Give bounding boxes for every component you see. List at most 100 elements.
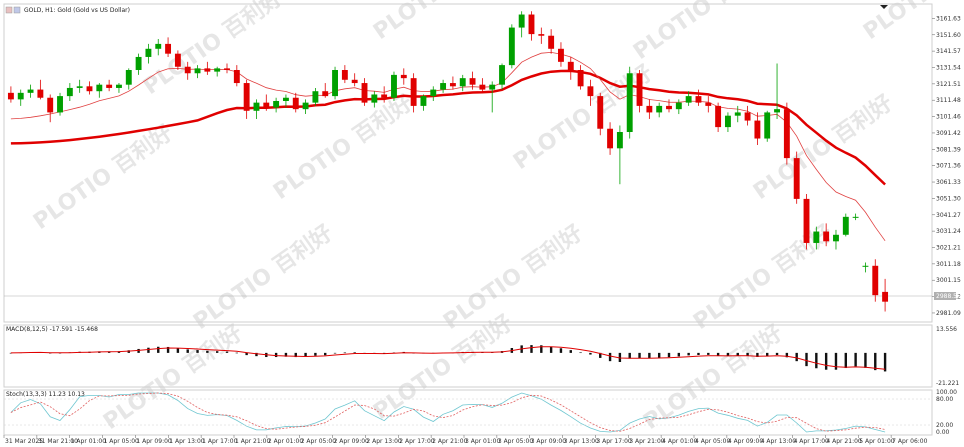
macd-bar	[697, 352, 700, 356]
candle-body	[607, 128, 614, 149]
candle-body	[37, 89, 44, 98]
candle-body	[76, 86, 83, 88]
macd-bar	[844, 352, 847, 369]
candle-body	[882, 291, 889, 302]
time-tick-label: 1 Apr 09:00	[136, 438, 171, 445]
macd-bar	[245, 352, 248, 356]
macd-bar	[874, 352, 877, 371]
macd-panel-frame	[3, 324, 933, 388]
watermark-text: PLOTIO 百利好	[749, 90, 898, 205]
time-tick-label: 31 Mar 2025	[5, 438, 43, 445]
stochastic-lines	[10, 392, 886, 433]
candle-body	[155, 43, 162, 49]
stoch-tick-80: 80.00	[936, 396, 953, 403]
candle-body	[410, 78, 417, 106]
price-tick-label: 3161.63	[936, 15, 961, 22]
candle-body	[783, 109, 790, 159]
candle-body	[705, 102, 712, 106]
chart-shift-marker-icon[interactable]	[880, 5, 888, 9]
macd-bar	[707, 352, 710, 355]
macd-signal-line	[10, 346, 886, 370]
price-tick-label: 2981.09	[936, 310, 961, 317]
time-tick-label: 4 Apr 17:00	[794, 438, 829, 445]
time-tick-label: 3 Apr 13:00	[564, 438, 599, 445]
candle-body	[823, 231, 830, 242]
candle-body	[724, 115, 731, 128]
candle-body	[341, 70, 348, 80]
candle-body	[17, 92, 24, 100]
candle-body	[332, 70, 338, 97]
price-tick-label: 3091.42	[936, 130, 961, 137]
macd-histogram	[9, 345, 887, 372]
candle-body	[391, 74, 397, 98]
macd-bar	[824, 352, 828, 370]
candle-body	[587, 86, 594, 97]
candle-body	[106, 84, 113, 88]
macd-bar	[353, 352, 356, 353]
macd-bar	[785, 352, 789, 358]
macd-bar	[618, 352, 622, 363]
time-tick-label: 2 Apr 01:00	[268, 438, 303, 445]
candle-body	[764, 112, 771, 139]
macd-bar	[235, 352, 239, 354]
watermark-text: PLOTIO 百利好	[439, 220, 588, 335]
macd-bar	[176, 348, 180, 353]
candle-body	[174, 53, 181, 67]
macd-bar	[883, 352, 887, 372]
candle-body	[862, 265, 869, 267]
macd-bar	[157, 346, 160, 353]
time-tick-label: 2 Apr 17:00	[399, 438, 434, 445]
macd-bar	[569, 350, 572, 353]
macd-bar	[687, 352, 690, 356]
macd-bar	[196, 350, 199, 353]
stoch-label: Stoch(13,3,3) 11.23 10.13	[6, 391, 85, 398]
candle-body	[744, 112, 751, 121]
price-tick-label: 3001.15	[936, 277, 961, 284]
macd-bar	[137, 348, 140, 353]
macd-bar	[775, 352, 779, 355]
time-tick-label: 4 Apr 21:00	[826, 438, 861, 445]
time-tick-label: 1 Apr 05:00	[104, 438, 139, 445]
candle-body	[872, 265, 879, 296]
time-tick-label: 1 Apr 21:00	[235, 438, 270, 445]
candle-body	[66, 87, 73, 97]
macd-tick-top: 13.556	[936, 326, 957, 333]
macd-bar	[206, 350, 209, 353]
candle-body	[322, 91, 329, 97]
candle-body	[774, 109, 780, 113]
candle-body	[420, 96, 427, 106]
time-tick-label: 3 Apr 17:00	[596, 438, 631, 445]
time-tick-label: 2 Apr 13:00	[366, 438, 401, 445]
watermark-text: PLOTIO 百利好	[189, 220, 338, 335]
candle-body	[489, 84, 496, 90]
candle-body	[253, 102, 260, 111]
macd-bar	[834, 352, 838, 370]
symbol-title: GOLD, H1: Gold (Gold vs US Dollar)	[24, 7, 130, 14]
candle-body	[558, 48, 564, 62]
macd-bar	[324, 352, 327, 356]
candle-body	[400, 74, 407, 79]
header-bar: GOLD, H1: Gold (Gold vs US Dollar)	[5, 6, 130, 14]
symbol-flag-icon[interactable]	[13, 6, 21, 14]
macd-bar	[667, 352, 671, 358]
time-tick-label: 3 Apr 09:00	[531, 438, 566, 445]
moving-averages	[10, 51, 886, 242]
price-tick-label: 3111.48	[936, 97, 961, 104]
candle-body	[194, 68, 201, 74]
candle-body	[273, 101, 280, 108]
price-tick-label: 3041.27	[936, 212, 961, 219]
time-tick-label: 2 Apr 21:00	[432, 438, 467, 445]
candle-body	[734, 112, 741, 116]
watermark-text: PLOTIO 百利好	[99, 320, 248, 435]
candle-body	[695, 96, 702, 103]
macd-label: MACD(8,12,5) -17.591 -15.468	[6, 326, 98, 333]
price-tick-label: 3121.51	[936, 81, 961, 88]
macd-bar	[559, 348, 563, 353]
current-price-box	[934, 292, 956, 300]
candle-body	[430, 89, 437, 97]
symbol-flag-icon[interactable]	[5, 6, 13, 14]
price-tick-label: 3141.57	[936, 48, 961, 55]
